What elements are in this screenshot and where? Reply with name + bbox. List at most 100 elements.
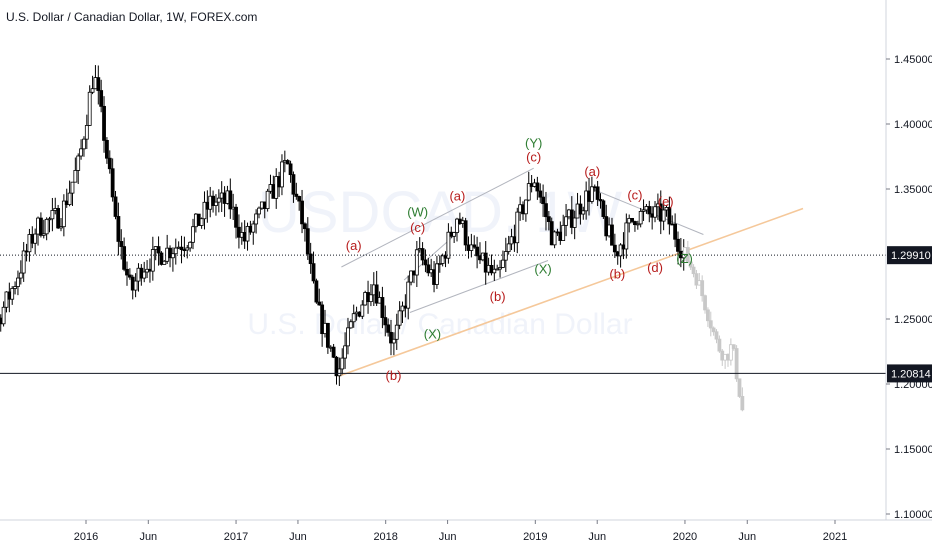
y-tick-label: 1.40000: [894, 119, 932, 131]
price-candle-body: [320, 304, 325, 335]
price-candle-body: [191, 226, 195, 243]
price-candle-body: [523, 199, 528, 215]
price-candle-body: [564, 216, 568, 226]
chart-title: U.S. Dollar / Canadian Dollar, 1W, FOREX…: [6, 10, 258, 24]
x-tick-label: Jun: [439, 531, 457, 543]
price-candle-body: [526, 183, 531, 201]
price-candle-body: [641, 209, 646, 212]
price-candle-body: [624, 222, 629, 250]
price-candle-body: [676, 238, 680, 252]
price-candle-body: [96, 77, 101, 91]
wave-label: (c): [627, 187, 642, 202]
price-candle-body: [122, 246, 127, 270]
price-candle-body: [70, 181, 75, 194]
channel-line[interactable]: [341, 167, 534, 268]
price-candle-body: [538, 190, 543, 198]
wave-label: (Y): [525, 135, 542, 150]
price-candle-body: [581, 210, 586, 215]
wave-label: (c): [410, 220, 425, 235]
price-candle-body: [288, 163, 293, 176]
price-candle-body: [420, 248, 425, 261]
price-candle-body: [33, 233, 38, 244]
price-candle-body: [133, 280, 138, 291]
price-candle-body: [446, 231, 451, 259]
price-candle-body: [79, 148, 83, 157]
price-candle-body: [294, 193, 299, 197]
x-tick-label: 2016: [74, 531, 98, 543]
wave-label: (b): [609, 267, 625, 282]
price-candle-body: [435, 263, 439, 285]
projection-candle-body: [691, 266, 696, 275]
price-candle-body: [314, 280, 319, 303]
projection-candle-body: [728, 344, 733, 361]
wave-label: (a): [346, 238, 362, 253]
price-candle-body: [41, 233, 46, 236]
price-candle-body: [380, 297, 385, 318]
x-tick-label: Jun: [289, 531, 307, 543]
projection-candle-body: [731, 344, 736, 349]
price-candle-body: [343, 345, 347, 359]
price-candle-body: [47, 218, 52, 221]
price-candle-body: [90, 88, 95, 93]
price-candle-body: [360, 304, 365, 317]
price-candle-body: [308, 253, 313, 265]
price-candle-body: [116, 216, 121, 242]
wave-label: (X): [424, 327, 441, 342]
price-candle-body: [119, 241, 124, 247]
wave-label: (d): [647, 260, 663, 275]
projection-candle-body: [688, 261, 693, 268]
price-candle-body: [173, 247, 178, 255]
y-tick-label: 1.10000: [894, 509, 932, 521]
trend-lines: [338, 167, 804, 377]
price-candle-body: [386, 324, 391, 333]
price-candle-body: [305, 228, 310, 255]
price-candle-body: [280, 161, 284, 188]
price-candle-body: [394, 324, 399, 340]
price-candle-body: [552, 231, 557, 246]
price-candle-body: [612, 244, 617, 253]
projection-candle-body: [708, 320, 713, 329]
price-candle-body: [638, 210, 643, 225]
price-candle-body: [125, 268, 129, 276]
price-candle-body: [647, 206, 652, 215]
y-tick-label: 1.25000: [894, 314, 932, 326]
price-candle-body: [469, 244, 474, 251]
price-candle-body: [254, 213, 259, 225]
price-candle-body: [76, 155, 81, 171]
price-candle-body: [59, 226, 63, 229]
projection-candle-body: [706, 309, 710, 322]
price-candle-body: [503, 251, 508, 261]
price-candle-body: [105, 139, 109, 159]
price-candle-body: [667, 207, 672, 225]
price-candle-body: [245, 226, 250, 242]
price-candle-body: [492, 268, 497, 274]
price-candle-body: [257, 207, 261, 215]
price-candle-body: [495, 268, 500, 271]
price-candle-body: [452, 232, 457, 237]
price-candle-body: [601, 200, 606, 217]
price-candle-body: [440, 255, 445, 264]
price-candle-body: [228, 190, 233, 210]
price-candle-body: [374, 284, 379, 304]
support-trend-line[interactable]: [338, 207, 804, 377]
price-candle-body: [414, 249, 419, 276]
price-candle-body: [610, 224, 614, 246]
price-candle-body: [67, 192, 72, 205]
price-candle-body: [325, 322, 330, 348]
price-candle-body: [159, 252, 164, 265]
price-candle-body: [589, 186, 594, 202]
x-tick-label: 2018: [373, 531, 397, 543]
price-candle-body: [397, 310, 402, 326]
price-candle-body: [331, 346, 336, 358]
price-candle-body: [102, 105, 106, 141]
wave-label: (X): [534, 262, 551, 277]
price-candle-body: [214, 201, 218, 206]
price-candle-body: [291, 174, 296, 195]
channel-line[interactable]: [409, 260, 549, 313]
wave-label: (a): [584, 164, 600, 179]
price-candle-body: [10, 288, 15, 300]
projection-candle-body: [737, 378, 742, 397]
price-candle-body: [185, 247, 190, 251]
